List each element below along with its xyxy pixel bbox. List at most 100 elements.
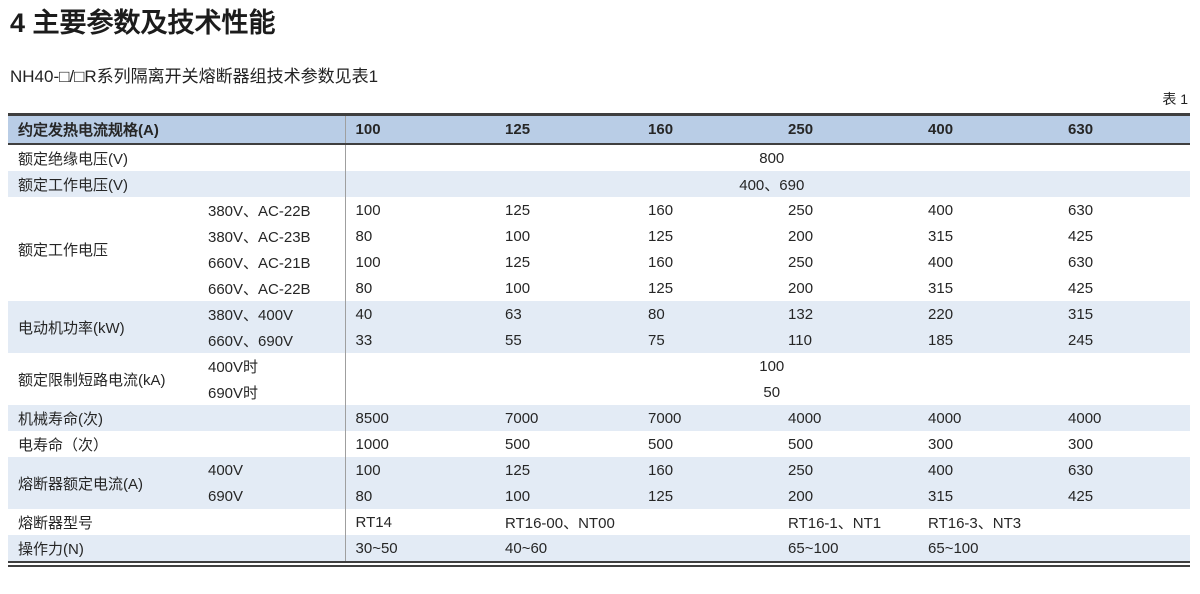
column-header: 125 — [495, 114, 639, 145]
row-sublabel: 660V、AC-21B — [198, 249, 346, 275]
cell-value: 7000 — [638, 405, 779, 431]
row-fuse-model: 熔断器型号 RT14 RT16-00、NT00 RT16-1、NT1 RT16-… — [8, 509, 1191, 535]
row-operating-force: 操作力(N) 30~50 40~60 65~100 65~100 — [8, 535, 1191, 562]
cell-value: 160 — [638, 457, 779, 483]
cell-value: 400 — [918, 197, 1059, 223]
cell-value: 110 — [778, 327, 919, 353]
cell-value: 4000 — [1058, 405, 1191, 431]
cell-value: 300 — [1058, 431, 1191, 457]
cell-value: 100 — [495, 275, 639, 301]
cell-value: 160 — [638, 249, 779, 275]
row-label: 熔断器型号 — [8, 509, 346, 535]
row-working-voltage: 额定工作电压(V) 400、690 — [8, 171, 1191, 197]
cell-value: 50 — [344, 379, 1191, 405]
cell-value: 185 — [918, 327, 1059, 353]
cell-value: 500 — [495, 431, 639, 457]
cell-value: 425 — [1058, 483, 1191, 509]
row-rated-operational: 380V、AC-23B 80 100 125 200 315 425 — [8, 223, 1191, 249]
page: 4 主要参数及技术性能 NH40-□/□R系列隔离开关熔断器组技术参数见表1 表… — [0, 6, 1200, 594]
row-motor-power: 电动机功率(kW) 380V、400V 40 63 80 132 220 315 — [8, 301, 1191, 353]
cell-value: 630 — [1058, 249, 1191, 275]
cell-value: 100 — [495, 483, 639, 509]
cell-value: 400、690 — [344, 171, 1191, 197]
table-bottom-rule — [8, 565, 1190, 567]
cell-value: 8500 — [344, 405, 496, 431]
cell-value: 4000 — [778, 405, 919, 431]
cell-value: 75 — [638, 327, 779, 353]
row-fuse-rated-current: 熔断器额定电流(A) 400V 100 125 160 250 400 630 — [8, 457, 1191, 509]
cell-value: 200 — [778, 223, 919, 249]
row-sublabel: 380V、400V — [198, 301, 346, 327]
row-fuse-rated-current: 690V 80 100 125 200 315 425 — [8, 483, 1191, 509]
cell-value: 245 — [1058, 327, 1191, 353]
cell-value: 800 — [344, 144, 1191, 171]
cell-value: 500 — [638, 431, 779, 457]
cell-value: 80 — [344, 483, 496, 509]
cell-value: 30~50 — [344, 535, 496, 562]
cell-value: 400 — [918, 457, 1059, 483]
row-sublabel: 400V时 — [198, 353, 346, 379]
row-rated-operational: 660V、AC-21B 100 125 160 250 400 630 — [8, 249, 1191, 275]
row-label: 额定绝缘电压(V) — [8, 144, 346, 171]
cell-value: 315 — [1058, 301, 1191, 327]
cell-value: 125 — [638, 483, 779, 509]
row-sublabel: 660V、690V — [198, 327, 346, 353]
cell-value: 220 — [918, 301, 1059, 327]
row-label: 机械寿命(次) — [8, 405, 346, 431]
cell-value: RT14 — [344, 509, 496, 535]
cell-value: 40 — [344, 301, 496, 327]
cell-value: 125 — [495, 249, 639, 275]
cell-value: 80 — [344, 275, 496, 301]
cell-value: 160 — [638, 197, 779, 223]
column-header: 160 — [638, 114, 779, 145]
column-header: 250 — [778, 114, 919, 145]
column-header: 100 — [344, 114, 496, 145]
cell-value: 65~100 — [778, 535, 919, 562]
cell-value: RT16-1、NT1 — [778, 509, 919, 535]
row-label: 额定限制短路电流(kA) — [8, 353, 198, 405]
row-short-circuit: 690V时 50 — [8, 379, 1191, 405]
cell-value: 400 — [918, 249, 1059, 275]
page-subtitle: NH40-□/□R系列隔离开关熔断器组技术参数见表1 — [10, 67, 379, 86]
page-title: 4 主要参数及技术性能 — [10, 8, 276, 38]
column-header: 630 — [1058, 114, 1191, 145]
row-electrical-life: 电寿命（次） 1000 500 500 500 300 300 — [8, 431, 1191, 457]
cell-value: 125 — [495, 457, 639, 483]
cell-value: 1000 — [344, 431, 496, 457]
table-header-row: 约定发热电流规格(A) 100 125 160 250 400 630 — [8, 114, 1191, 145]
spec-table: 约定发热电流规格(A) 100 125 160 250 400 630 额定绝缘… — [8, 113, 1191, 563]
cell-value: RT16-00、NT00 — [495, 509, 779, 535]
cell-value: RT16-3、NT3 — [918, 509, 1191, 535]
cell-value: 125 — [638, 223, 779, 249]
cell-value: 40~60 — [495, 535, 779, 562]
cell-value: 250 — [778, 457, 919, 483]
cell-value: 250 — [778, 249, 919, 275]
cell-value: 200 — [778, 275, 919, 301]
row-short-circuit: 额定限制短路电流(kA) 400V时 100 — [8, 353, 1191, 405]
cell-value: 630 — [1058, 457, 1191, 483]
row-label: 熔断器额定电流(A) — [8, 457, 198, 509]
cell-value: 100 — [344, 353, 1191, 379]
cell-value: 4000 — [918, 405, 1059, 431]
table-caption: 表 1 — [1162, 91, 1188, 107]
cell-value: 250 — [778, 197, 919, 223]
cell-value: 125 — [638, 275, 779, 301]
row-sublabel: 400V — [198, 457, 346, 483]
row-label: 额定工作电压 — [8, 197, 198, 301]
row-sublabel: 660V、AC-22B — [198, 275, 346, 301]
cell-value: 100 — [344, 457, 496, 483]
row-motor-power: 660V、690V 33 55 75 110 185 245 — [8, 327, 1191, 353]
cell-value: 100 — [495, 223, 639, 249]
cell-value: 100 — [344, 249, 496, 275]
cell-value: 630 — [1058, 197, 1191, 223]
cell-value: 100 — [344, 197, 496, 223]
cell-value: 80 — [344, 223, 496, 249]
row-sublabel: 380V、AC-23B — [198, 223, 346, 249]
cell-value: 300 — [918, 431, 1059, 457]
row-rated-operational: 660V、AC-22B 80 100 125 200 315 425 — [8, 275, 1191, 301]
cell-value: 7000 — [495, 405, 639, 431]
row-rated-operational: 额定工作电压 380V、AC-22B 100 125 160 250 400 6… — [8, 197, 1191, 301]
row-label: 电寿命（次） — [8, 431, 346, 457]
row-sublabel: 690V时 — [198, 379, 346, 405]
row-sublabel: 380V、AC-22B — [198, 197, 346, 223]
